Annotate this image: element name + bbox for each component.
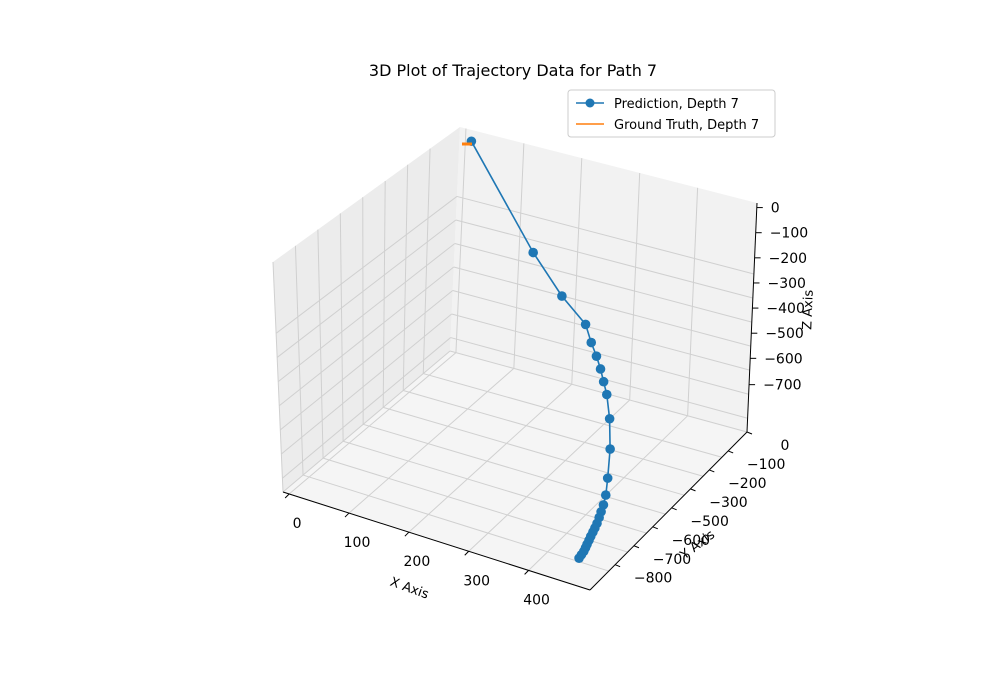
z-grid-line [455, 219, 753, 299]
y-axis-line [589, 431, 748, 591]
x-axis-line [282, 491, 591, 591]
series-0 [466, 136, 615, 563]
prediction-point [557, 291, 567, 301]
y-tick [709, 469, 715, 473]
x-tick [404, 531, 410, 537]
x-tick-label: 400 [523, 592, 550, 608]
z-grid-line-wall [275, 196, 458, 334]
z-grid-line-wall [282, 350, 451, 493]
grid-lines [272, 128, 755, 591]
z-grid-line [449, 350, 748, 433]
y-tick [671, 507, 677, 511]
z-tick-label: −300 [768, 276, 806, 292]
legend-label-prediction: Prediction, Depth 7 [614, 97, 739, 112]
x-tick [284, 493, 290, 499]
x-grid-line [288, 352, 457, 495]
z-tick-label: −200 [769, 251, 807, 267]
y-grid-line [403, 389, 704, 477]
floor-pane [283, 351, 747, 590]
y-grid-line [383, 406, 685, 496]
z-grid-line [456, 195, 755, 275]
z-grid-line-wall [277, 243, 456, 382]
chart-title: 3D Plot of Trajectory Data for Path 7 [369, 61, 657, 80]
x-grid-line [408, 383, 573, 533]
x-tick [464, 550, 470, 556]
z-axis-line [746, 202, 758, 433]
prediction-point [574, 553, 584, 563]
back-pane [450, 127, 757, 432]
z-grid-line-wall [282, 337, 451, 479]
prediction-point [595, 364, 606, 374]
z-grid-line-wall [278, 266, 455, 407]
y-grid-line [363, 423, 666, 515]
x-grid-line [348, 368, 515, 514]
y-tick-label: −800 [634, 571, 672, 587]
axis-lines [282, 202, 763, 591]
prediction-point [591, 351, 602, 361]
y-tick [633, 545, 640, 549]
y-tick-label: −200 [728, 476, 766, 492]
y-tick-label: −500 [690, 514, 728, 530]
prediction-point [586, 337, 597, 348]
prediction-point [601, 389, 612, 400]
z-grid-line-wall [281, 313, 452, 455]
y-grid-line [302, 474, 609, 572]
z-grid-line [450, 337, 748, 419]
y-tick-label: −700 [653, 552, 691, 568]
z-tick-label: −700 [763, 378, 801, 394]
prediction-point [598, 376, 609, 387]
y-grid-line [322, 457, 628, 553]
axes-panes [273, 127, 757, 590]
z-grid-line [453, 266, 751, 347]
y-tick-label: 0 [781, 438, 790, 454]
z-tick-label: 0 [771, 201, 780, 217]
z-grid-line-wall [279, 290, 454, 431]
z-grid-line-wall [276, 219, 457, 358]
left-pane [273, 127, 460, 492]
prediction-point [604, 413, 615, 424]
z-axis-label: Z Axis [800, 289, 816, 330]
prediction-point [600, 490, 611, 500]
y-tick [727, 450, 734, 454]
z-grid-line [454, 242, 752, 323]
x-tick [524, 570, 529, 575]
prediction-point [580, 319, 591, 330]
legend-label-ground-truth: Ground Truth, Depth 7 [614, 118, 759, 133]
y-tick [614, 564, 621, 568]
tick-labels: 0 100 200 300 400 0 −100 −200 −300 −500 −600 −700 −8… [293, 201, 808, 609]
y-tick-label: −100 [747, 457, 785, 473]
x-tick [344, 512, 350, 518]
prediction-point [602, 473, 613, 483]
x-grid-line [468, 399, 631, 552]
prediction-point [605, 444, 615, 454]
y-tick-label: −600 [672, 533, 710, 549]
x-axis-label: X Axis [388, 575, 431, 603]
z-tick-label: −500 [765, 326, 803, 342]
legend-frame [567, 89, 776, 138]
y-tick [690, 488, 696, 492]
y-tick-label: −300 [709, 495, 747, 511]
z-tick-label: −100 [770, 226, 808, 242]
legend: Prediction, Depth 7 Ground Truth, Depth … [567, 89, 776, 138]
x-tick-label: 300 [463, 573, 490, 589]
y-grid-line [423, 373, 723, 458]
x-tick-label: 100 [344, 535, 371, 551]
prediction-point [528, 247, 538, 258]
z-tick-label: −600 [764, 351, 802, 367]
y-tick [652, 526, 658, 530]
x-tick-label: 200 [404, 554, 431, 570]
y-tick [746, 431, 753, 435]
z-tick-label: −400 [766, 301, 804, 317]
series-layer [462, 136, 615, 563]
x-tick-label: 0 [293, 516, 302, 532]
z-grid-line [452, 290, 750, 371]
legend-marker-prediction [585, 98, 595, 108]
